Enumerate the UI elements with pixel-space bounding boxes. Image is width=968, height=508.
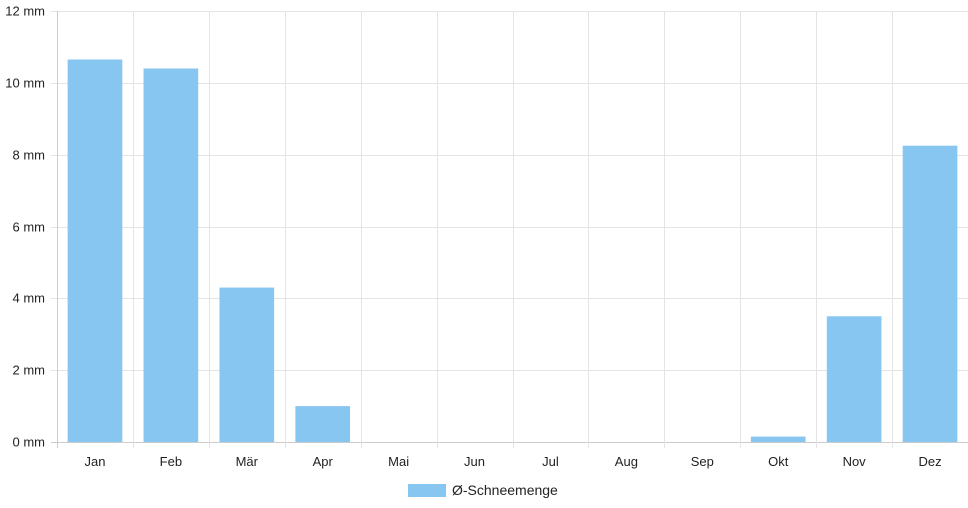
legend-label-schneemenge[interactable]: Ø-Schneemenge bbox=[452, 482, 558, 498]
x-tick-label: Aug bbox=[615, 454, 638, 469]
x-tick-label: Okt bbox=[768, 454, 789, 469]
x-tick-label: Jun bbox=[464, 454, 485, 469]
bar-dez[interactable] bbox=[902, 145, 958, 442]
x-tick-label: Jul bbox=[542, 454, 559, 469]
y-axis-ticks: 0 mm 2 mm 4 mm 6 mm 8 mm 10 mm 12 mm bbox=[5, 4, 45, 450]
bar-mär[interactable] bbox=[219, 287, 275, 442]
grid bbox=[51, 11, 968, 448]
bar-jan[interactable] bbox=[67, 59, 123, 443]
x-tick-label: Mär bbox=[236, 454, 259, 469]
bar-feb[interactable] bbox=[143, 68, 199, 442]
y-tick-label: 6 mm bbox=[13, 220, 46, 235]
x-tick-label: Dez bbox=[918, 454, 941, 469]
y-tick-label: 0 mm bbox=[13, 435, 46, 450]
x-tick-label: Apr bbox=[313, 454, 334, 469]
x-tick-label: Nov bbox=[843, 454, 867, 469]
bar-okt[interactable] bbox=[750, 436, 806, 442]
x-tick-label: Jan bbox=[84, 454, 105, 469]
x-tick-label: Mai bbox=[388, 454, 409, 469]
y-tick-label: 8 mm bbox=[13, 148, 46, 163]
x-tick-label: Sep bbox=[691, 454, 714, 469]
bar-apr[interactable] bbox=[295, 406, 351, 442]
y-tick-label: 12 mm bbox=[5, 4, 45, 19]
y-tick-label: 4 mm bbox=[13, 291, 46, 306]
x-axis-ticks: Jan Feb Mär Apr Mai Jun Jul Aug Sep Okt Nov Dez bbox=[84, 454, 941, 469]
legend-swatch[interactable] bbox=[408, 484, 446, 497]
bar-nov[interactable] bbox=[826, 316, 882, 442]
y-tick-label: 2 mm bbox=[13, 363, 46, 378]
bars bbox=[67, 59, 958, 443]
legend[interactable]: Ø-Schneemenge bbox=[408, 482, 558, 498]
y-tick-label: 10 mm bbox=[5, 76, 45, 91]
x-tick-label: Feb bbox=[160, 454, 182, 469]
